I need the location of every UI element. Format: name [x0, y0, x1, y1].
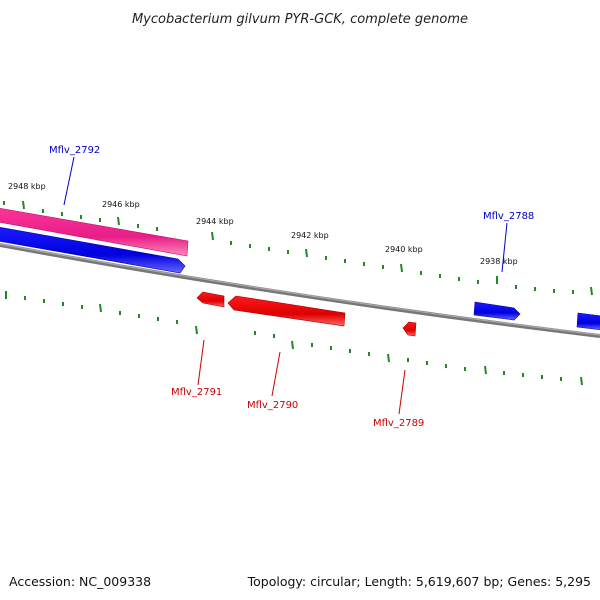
- gene-mflv-2792-arrow[interactable]: [0, 227, 186, 274]
- forward-tick-ring: [3, 200, 593, 296]
- genome-backbone-highlight: [0, 243, 600, 336]
- gene-label-mflv-2789[interactable]: Mflv_2789: [373, 418, 424, 429]
- leader-line-mflv-2791: [197, 339, 205, 386]
- tick-label-2940kbp: 2940 kbp: [385, 245, 423, 254]
- gene-label-mflv-2792[interactable]: Mflv_2792: [49, 145, 100, 156]
- gene-label-mflv-2790[interactable]: Mflv_2790: [247, 400, 298, 411]
- gene-mflv-2790-arrow[interactable]: [227, 295, 346, 327]
- tick-label-2938kbp: 2938 kbp: [480, 257, 518, 266]
- tick-label-2942kbp: 2942 kbp: [291, 231, 329, 240]
- leader-line-mflv-2788: [501, 222, 508, 273]
- gene-mflv-2789-arrow[interactable]: [402, 321, 417, 337]
- gene-mflv-2791-arrow[interactable]: [196, 291, 225, 308]
- tick-label-2944kbp: 2944 kbp: [196, 217, 234, 226]
- leader-line-mflv-2789: [398, 369, 406, 415]
- gene-label-mflv-2791[interactable]: Mflv_2791: [171, 387, 222, 398]
- genome-backbone: [0, 243, 600, 338]
- feature-band-pink: [0, 208, 189, 257]
- reverse-tick-ring: [5, 291, 583, 386]
- leader-line-mflv-2790: [271, 351, 281, 397]
- map-title: Mycobacterium gilvum PYR-GCK, complete g…: [132, 12, 468, 27]
- tick-label-2946kbp: 2946 kbp: [102, 200, 140, 209]
- leader-line-mflv-2792: [63, 156, 75, 206]
- gene-label-mflv-2788[interactable]: Mflv_2788: [483, 211, 534, 222]
- tick-label-2948kbp: 2948 kbp: [8, 182, 46, 191]
- gene-forward-partial-arrow[interactable]: [576, 312, 600, 331]
- genome-summary-text: Topology: circular; Length: 5,619,607 bp…: [247, 574, 591, 589]
- gene-mflv-2788-arrow[interactable]: [473, 301, 521, 321]
- accession-text: Accession: NC_009338: [9, 574, 151, 589]
